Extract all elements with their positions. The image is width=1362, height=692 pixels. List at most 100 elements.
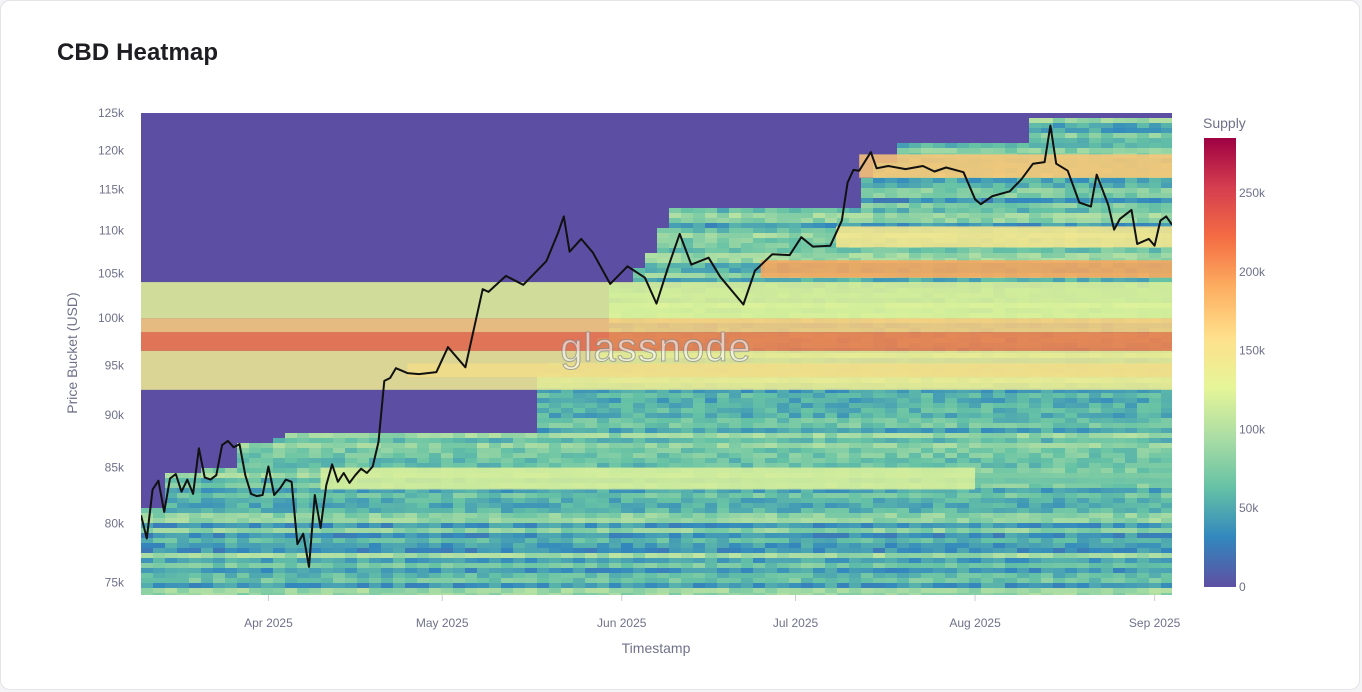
heatmap-cell: [849, 403, 862, 409]
heatmap-cell: [813, 423, 826, 429]
heatmap-cell: [585, 463, 598, 469]
heatmap-cell: [1125, 533, 1138, 539]
heatmap-cell: [513, 513, 526, 519]
heatmap-cell: [981, 433, 994, 439]
heatmap-cell: [981, 458, 994, 464]
heatmap-cell: [933, 223, 946, 229]
heatmap-cell: [861, 248, 874, 254]
heatmap-cell: [945, 413, 958, 419]
heatmap-cell: [321, 523, 334, 529]
heatmap-cell: [1125, 528, 1138, 534]
heatmap-cell: [933, 548, 946, 554]
heatmap-cell: [489, 438, 502, 444]
heatmap-cell: [441, 558, 454, 564]
heatmap-cell: [585, 493, 598, 499]
heatmap-cell: [525, 488, 538, 494]
heatmap-cell: [537, 533, 550, 539]
heatmap-cell: [693, 503, 706, 509]
heatmap-cell: [513, 518, 526, 524]
heatmap-cell: [429, 588, 442, 594]
heatmap-cell: [945, 548, 958, 554]
heatmap-cell: [741, 228, 754, 234]
heatmap-cell: [765, 388, 778, 394]
heatmap-cell: [441, 438, 454, 444]
heatmap-cell: [969, 223, 982, 229]
heatmap-cell: [465, 563, 478, 569]
heatmap-cell: [261, 563, 274, 569]
heatmap-cell: [717, 553, 730, 559]
heatmap-cell: [1089, 428, 1102, 434]
heatmap-cell: [753, 258, 766, 264]
heatmap-cell: [861, 503, 874, 509]
heatmap-cell: [825, 593, 838, 595]
heatmap-cell: [957, 503, 970, 509]
heatmap-cell: [453, 498, 466, 504]
heatmap-cell: [501, 463, 514, 469]
heatmap-cell: [621, 403, 634, 409]
heatmap-cell: [777, 558, 790, 564]
heatmap-cell: [693, 453, 706, 459]
heatmap-cell: [753, 548, 766, 554]
heatmap-cell: [1101, 253, 1114, 259]
heatmap-cell: [633, 433, 646, 439]
heatmap-cell: [429, 458, 442, 464]
heatmap-cell: [1101, 428, 1114, 434]
heatmap-cell: [681, 433, 694, 439]
heatmap-cell: [1089, 513, 1102, 519]
heatmap-cell: [417, 538, 430, 544]
heatmap-cell: [957, 203, 970, 209]
heatmap-cell: [933, 203, 946, 209]
heatmap-cell: [1029, 533, 1042, 539]
heatmap-cell: [813, 213, 826, 219]
heatmap-cell: [993, 533, 1006, 539]
heatmap-cell: [873, 253, 886, 259]
heatmap-cell: [789, 218, 802, 224]
heatmap-cell: [513, 463, 526, 469]
heatmap-cell: [153, 523, 166, 529]
heatmap-cell: [1065, 553, 1078, 559]
heatmap-cell: [621, 518, 634, 524]
heatmap-cell: [669, 253, 682, 259]
heatmap-cell: [813, 413, 826, 419]
heatmap-cell: [669, 588, 682, 594]
heatmap-cell: [585, 508, 598, 514]
heatmap-cell: [489, 523, 502, 529]
heatmap-cell: [957, 448, 970, 454]
heatmap-cell: [597, 533, 610, 539]
heatmap-cell: [981, 423, 994, 429]
heatmap-cell: [213, 478, 226, 484]
heatmap-cell: [417, 503, 430, 509]
heatmap-cell: [585, 428, 598, 434]
heatmap-cell: [657, 248, 670, 254]
heatmap-cell: [609, 518, 622, 524]
heatmap-cell: [513, 588, 526, 594]
heatmap-cell: [345, 553, 358, 559]
heatmap-cell: [1101, 493, 1114, 499]
heatmap-cell: [537, 548, 550, 554]
heatmap-cell: [561, 388, 574, 394]
heatmap-cell: [1089, 133, 1102, 139]
heatmap-cell: [1005, 248, 1018, 254]
heatmap-cell: [705, 413, 718, 419]
heatmap-cell: [609, 458, 622, 464]
heatmap-cell: [165, 573, 178, 579]
heatmap-cell: [261, 553, 274, 559]
heatmap-cell: [441, 573, 454, 579]
heatmap-cell: [741, 398, 754, 404]
heatmap-cell: [465, 493, 478, 499]
heatmap-cell: [1005, 523, 1018, 529]
heatmap-cell: [705, 493, 718, 499]
heatmap-cell: [1029, 138, 1042, 144]
heatmap-cell: [585, 448, 598, 454]
heatmap-cell: [345, 508, 358, 514]
heatmap-cell: [765, 563, 778, 569]
heatmap-cell: [1077, 543, 1090, 549]
heatmap-cell: [1017, 503, 1030, 509]
heatmap-cell: [789, 408, 802, 414]
heatmap-cell: [333, 558, 346, 564]
heatmap-cell: [717, 253, 730, 259]
heatmap-cell: [357, 553, 370, 559]
heatmap-cell: [921, 508, 934, 514]
heatmap-cell: [501, 573, 514, 579]
heatmap-cell: [849, 423, 862, 429]
